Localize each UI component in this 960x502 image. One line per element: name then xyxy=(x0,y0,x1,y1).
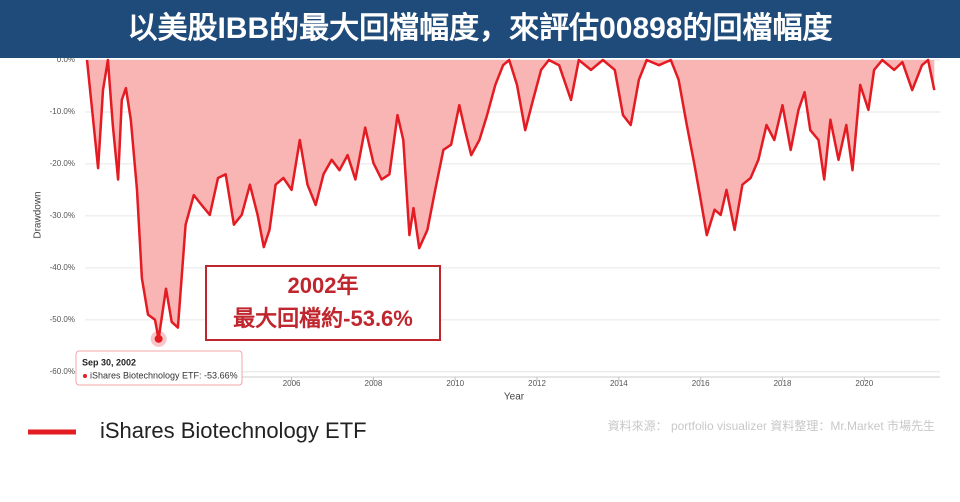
y-tick-label: -40.0% xyxy=(50,263,75,272)
y-tick-label: -20.0% xyxy=(50,159,75,168)
source-note: 資料來源： portfolio visualizer 資料整理：Mr.Marke… xyxy=(608,418,935,433)
annotation-text: 2002年 xyxy=(288,273,359,298)
x-tick-label: 2018 xyxy=(774,379,792,388)
y-tick-label: -50.0% xyxy=(50,315,75,324)
legend-label: iShares Biotechnology ETF xyxy=(100,418,367,443)
tooltip-title: Sep 30, 2002 xyxy=(82,357,136,367)
x-tick-label: 2010 xyxy=(446,379,464,388)
x-tick-label: 2012 xyxy=(528,379,546,388)
x-axis-label: Year xyxy=(504,392,525,403)
y-axis-label: Drawdown xyxy=(33,191,44,238)
x-tick-label: 2008 xyxy=(365,379,383,388)
tooltip xyxy=(75,350,243,386)
highlight-point xyxy=(154,334,163,343)
x-tick-label: 2014 xyxy=(610,379,628,388)
y-tick-label: -30.0% xyxy=(50,211,75,220)
annotation-box xyxy=(205,265,441,341)
tooltip-label: iShares Biotechnology ETF: -53.66% xyxy=(90,370,238,380)
y-tick-label: 0.0% xyxy=(57,55,75,64)
title-bar xyxy=(0,0,960,58)
plot-area: 0.0% -10.0% -20.0% -30.0% -40.0% -50.0% -60.0%… xyxy=(50,55,940,388)
chart-title: 以美股IBB的最大回檔幅度，來評估00898的回檔幅度 xyxy=(127,11,832,45)
line xyxy=(85,58,936,341)
y-tick-label: -60.0% xyxy=(50,367,75,376)
y-tick-label: -10.0% xyxy=(50,107,75,116)
annotation-text: 最大回檔約-53.6% xyxy=(233,306,413,331)
x-tick-label: 2020 xyxy=(855,379,873,388)
area xyxy=(87,60,935,339)
x-tick-label: 2016 xyxy=(692,379,710,388)
x-tick-label: 2006 xyxy=(283,379,301,388)
tooltip-dot xyxy=(83,374,87,378)
